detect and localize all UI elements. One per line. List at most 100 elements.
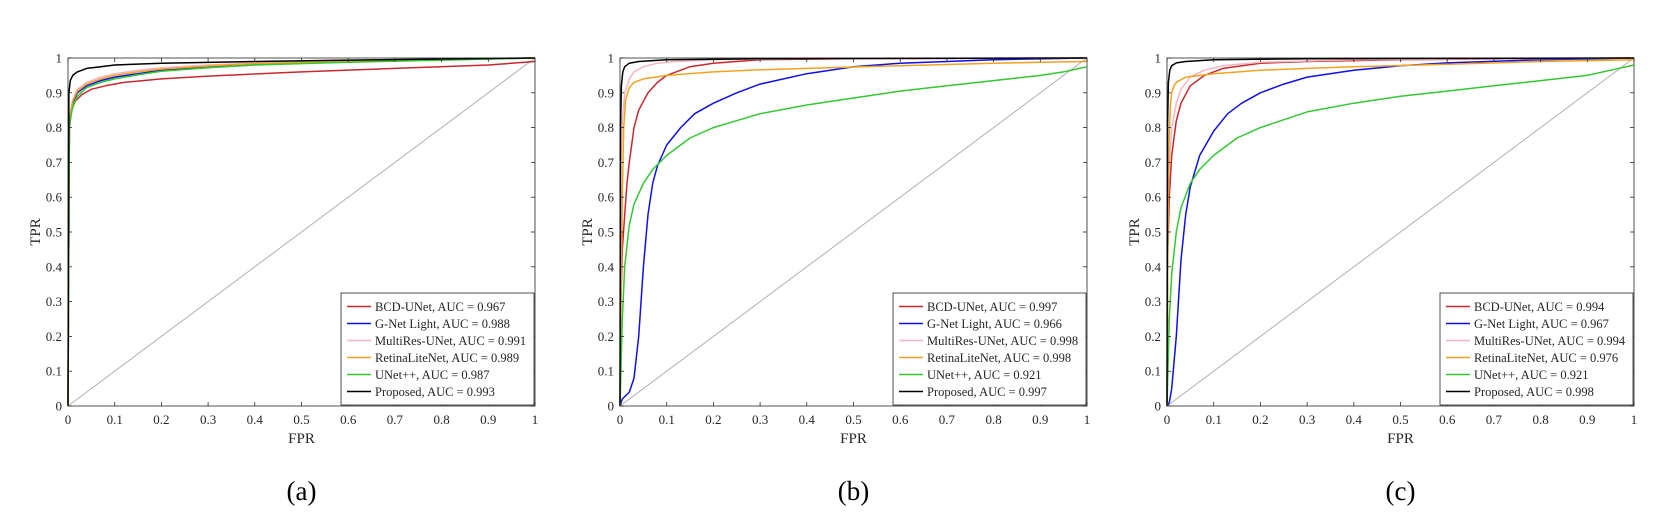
legend: BCD-UNet, AUC = 0.997 G-Net Light, AUC = … [892,292,1087,406]
legend-entry: MultiRes-UNet, AUC = 0.998 [927,334,1078,348]
y-tick-label: 0.2 [598,329,614,344]
chance-diagonal-line [67,57,536,407]
y-tick-label: 0.3 [46,294,62,309]
y-tick-label: 0.2 [1145,329,1161,344]
chance-diagonal-line [619,57,1088,407]
y-tick-label: 0.8 [46,120,62,135]
series-line-4 [1166,64,1635,407]
x-tick-label: 0.7 [387,412,404,427]
roc-panel-a: 0 0.1 0.2 0.3 0.4 0.5 0.6 0.7 0.8 0.9 1 0 0.1 0.2 0.3 0… [28,51,538,507]
legend-entry: G-Net Light, AUC = 0.966 [927,317,1062,331]
x-tick-label: 0.1 [107,412,123,427]
roc-panel-c: 0 0.1 0.2 0.3 0.4 0.5 0.6 0.7 0.8 0.9 1 0 0.1 0.2 0.3 0… [1127,51,1637,507]
y-tick-label: 0.5 [46,225,62,240]
legend-entry: UNet++, AUC = 0.921 [927,368,1042,382]
x-tick-label: 0 [617,412,624,427]
legend-entry: MultiRes-UNet, AUC = 0.994 [1474,334,1626,348]
legend-entry: Proposed, AUC = 0.993 [375,385,495,399]
x-tick-label: 0.2 [705,412,721,427]
x-tick-label: 0.5 [293,412,309,427]
y-tick-label: 0.7 [46,155,63,170]
y-tick-label: 0.9 [1145,85,1161,100]
legend-entry: BCD-UNet, AUC = 0.994 [1474,300,1605,314]
x-tick-label: 1 [1084,412,1091,427]
y-tick-label: 0.4 [1145,259,1162,274]
y-tick-label: 0.7 [598,155,615,170]
x-tick-label: 0.9 [480,412,496,427]
y-tick-label: 0.6 [598,190,615,205]
legend-entry: UNet++, AUC = 0.987 [375,368,490,382]
x-axis-label: FPR [288,431,315,447]
series-line-4 [619,65,1088,407]
y-tick-label: 0.9 [598,85,614,100]
y-tick-label: 0.4 [46,259,63,274]
legend-entry: RetinaLiteNet, AUC = 0.976 [1474,351,1618,365]
y-tick-label: 0.4 [598,259,615,274]
y-tick-label: 0.1 [46,364,62,379]
x-axis-label: FPR [840,431,867,447]
panel-label: (a) [287,476,317,506]
x-tick-label: 0 [65,412,72,427]
y-tick-label: 0 [1155,399,1162,414]
x-tick-label: 0.9 [1579,412,1595,427]
x-tick-label: 0.8 [985,412,1001,427]
y-axis-label: TPR [580,218,596,246]
legend-box [340,292,535,406]
x-tick-label: 0.3 [1299,412,1315,427]
y-tick-label: 0.5 [598,225,614,240]
x-tick-label: 0.3 [752,412,768,427]
y-tick-label: 0.1 [598,364,614,379]
y-tick-label: 0.7 [1145,155,1162,170]
y-axis-label: TPR [1127,218,1143,246]
y-tick-label: 1 [56,51,63,66]
y-tick-label: 0.2 [46,329,62,344]
y-tick-label: 1 [608,51,615,66]
x-tick-label: 0.6 [340,412,357,427]
x-tick-label: 0.4 [799,412,816,427]
y-tick-label: 0 [608,399,615,414]
legend-entry: RetinaLiteNet, AUC = 0.998 [927,351,1071,365]
legend-entry: G-Net Light, AUC = 0.988 [375,317,510,331]
legend-entry: MultiRes-UNet, AUC = 0.991 [375,334,526,348]
y-tick-label: 0 [56,399,63,414]
series-line-3 [67,57,536,407]
y-tick-label: 0.5 [1145,225,1161,240]
y-tick-label: 0.9 [46,85,62,100]
x-tick-label: 1 [532,412,539,427]
y-tick-label: 0.8 [598,120,614,135]
legend-entry: BCD-UNet, AUC = 0.967 [375,300,505,314]
series-line-3 [1166,58,1635,407]
y-tick-label: 0.3 [598,294,614,309]
x-tick-label: 0.8 [1532,412,1548,427]
x-tick-label: 1 [1631,412,1638,427]
y-tick-label: 0.1 [1145,364,1161,379]
x-tick-label: 0 [1164,412,1171,427]
legend-box [1439,292,1634,406]
x-tick-label: 0.2 [1252,412,1268,427]
x-tick-label: 0.6 [1439,412,1456,427]
chance-diagonal-line [1166,57,1635,407]
y-tick-label: 0.3 [1145,294,1161,309]
x-tick-label: 0.8 [433,412,449,427]
legend-entry: RetinaLiteNet, AUC = 0.989 [375,351,519,365]
x-tick-label: 0.1 [659,412,675,427]
x-tick-label: 0.5 [1392,412,1408,427]
x-tick-label: 0.7 [1486,412,1503,427]
legend-entry: G-Net Light, AUC = 0.967 [1474,317,1609,331]
x-tick-label: 0.3 [200,412,216,427]
legend: BCD-UNet, AUC = 0.967 G-Net Light, AUC = … [340,292,535,406]
legend-entry: BCD-UNet, AUC = 0.997 [927,300,1057,314]
y-tick-label: 0.8 [1145,120,1161,135]
x-tick-label: 0.5 [845,412,861,427]
x-tick-label: 0.1 [1206,412,1222,427]
series-line-4 [67,57,536,407]
legend-entry: UNet++, AUC = 0.921 [1474,368,1589,382]
x-tick-label: 0.4 [247,412,264,427]
panel-label: (b) [838,476,869,506]
legend-entry: Proposed, AUC = 0.997 [927,385,1047,399]
legend-box [892,292,1087,406]
legend: BCD-UNet, AUC = 0.994 G-Net Light, AUC = … [1439,292,1634,406]
y-tick-label: 0.6 [1145,190,1162,205]
y-axis-label: TPR [28,218,44,246]
